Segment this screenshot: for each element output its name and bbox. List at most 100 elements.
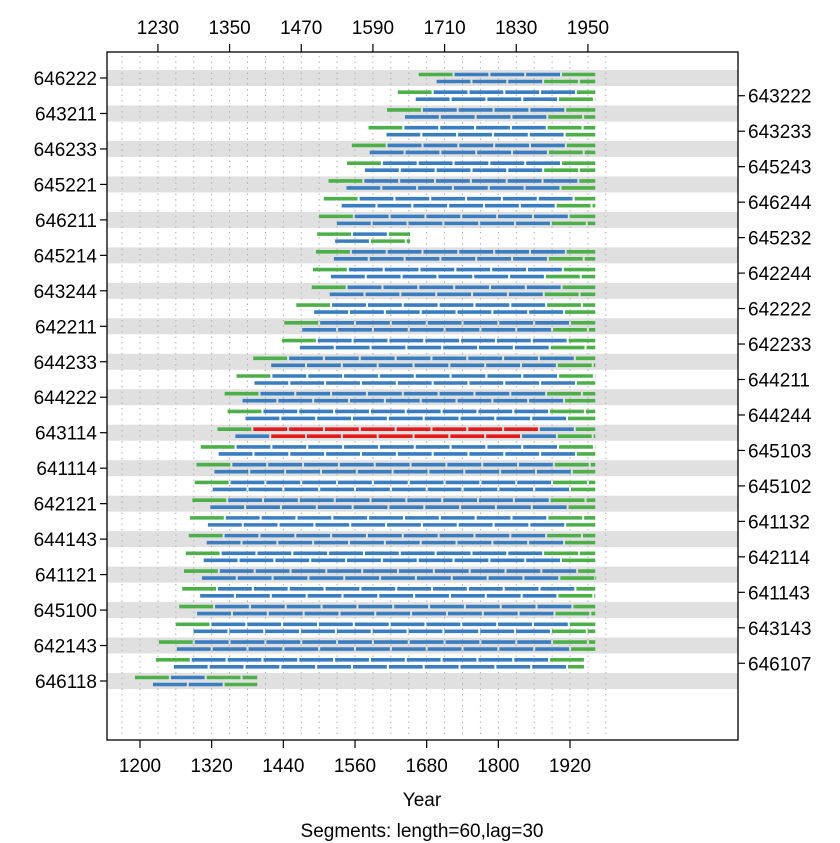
right-series-label: 645103 [748,441,811,462]
row-band [107,247,738,264]
segment-bars [135,72,597,687]
left-series-label: 646118 [35,672,97,693]
row-band [107,70,738,86]
chart-subtitle: Segments: length=60,lag=30 [301,821,544,842]
series-644244 [227,409,596,421]
top-tick-label: 1590 [352,18,394,39]
left-series-label: 646233 [34,140,97,161]
left-series-label: 646211 [35,211,97,232]
bottom-tick-label: 1320 [191,756,233,777]
right-series-label: 643222 [748,87,811,108]
series-646211 [318,214,596,226]
top-tick-label: 1230 [137,18,179,39]
right-series-label: 642114 [748,548,810,569]
row-band [107,566,738,583]
left-series-label: 642121 [34,495,97,516]
left-series-label: 645100 [34,601,97,622]
series-643114 [217,427,596,439]
right-series-label: 641132 [748,512,810,533]
series-643233 [368,125,596,137]
series-643211 [387,108,596,119]
series-642211 [284,320,596,332]
series-646118 [135,675,258,687]
row-band [107,176,738,193]
right-series-label: 643143 [748,619,811,640]
right-series-label: 642233 [748,335,811,356]
left-series-label: 641121 [35,566,97,587]
series-642244 [313,267,596,279]
left-series-label: 646222 [34,69,97,90]
series-644211 [236,374,596,385]
left-series-label: 645214 [34,246,98,267]
series-646107 [155,657,584,669]
top-tick-label: 1470 [280,18,322,39]
series-642121 [192,498,596,509]
left-series-label: 644233 [34,353,97,374]
left-series-label: 644222 [34,388,97,409]
plot-frame [106,51,739,741]
bottom-tick-label: 1680 [406,756,448,777]
series-643222 [397,90,596,102]
right-series-label: 641143 [748,583,810,604]
left-series-label: 645221 [34,175,97,196]
row-band [107,460,738,477]
row-band [107,673,738,689]
series-644222 [224,391,596,403]
series-641114 [196,462,596,474]
top-tick-label: 1710 [423,18,465,39]
right-series-label: 645243 [748,158,811,179]
row-band [107,495,738,512]
series-645221 [328,179,596,190]
bottom-tick-label: 1440 [262,756,304,777]
series-645232 [317,232,411,243]
row-band [107,602,738,619]
right-series-label: 642244 [748,264,812,285]
row-band [107,211,738,228]
axis-tick-labels: 1200 1320 1440 1560 1680 1800 1920 1230 1350 1470… [119,18,609,777]
row-band [107,389,738,406]
x-axis-title: Year [403,790,442,811]
series-645214 [315,250,596,261]
row-band [107,531,738,548]
right-series-label: 645102 [748,477,811,498]
series-641121 [184,569,597,580]
series-645243 [347,161,596,172]
top-tick-label: 1350 [208,18,250,39]
left-series-label: 642143 [34,637,97,658]
series-644233 [253,356,596,368]
right-series-label: 644211 [748,371,810,392]
right-series-label: 643233 [748,122,811,143]
row-band [107,140,738,157]
series-645102 [194,480,596,492]
left-series-label: 643114 [35,424,97,445]
series-641132 [189,516,596,527]
right-series-label: 642222 [748,300,811,321]
left-series-label: 641114 [36,459,97,480]
series-644143 [188,533,596,545]
bottom-tick-label: 1800 [477,756,519,777]
top-tick-label: 1950 [567,18,609,39]
left-series-label: 643211 [35,104,97,125]
series-645100 [179,604,596,616]
row-band [107,637,738,654]
left-series-label: 642211 [35,317,97,338]
series-646222 [418,72,596,84]
series-641143 [182,587,596,598]
series-646233 [351,143,596,155]
series-645103 [200,445,596,456]
series-642233 [281,338,596,350]
bottom-tick-label: 1920 [549,756,591,777]
series-642222 [296,303,596,314]
bottom-tick-label: 1560 [334,756,376,777]
series-643244 [311,285,596,297]
right-series-label: 645232 [748,229,811,250]
series-646244 [323,196,596,208]
row-band [107,105,738,122]
top-tick-label: 1830 [495,18,537,39]
row-band [107,282,738,299]
bottom-tick-label: 1200 [119,756,161,777]
axis-ticks [100,44,745,748]
series-643143 [175,622,596,634]
left-series-label: 644143 [34,530,97,551]
